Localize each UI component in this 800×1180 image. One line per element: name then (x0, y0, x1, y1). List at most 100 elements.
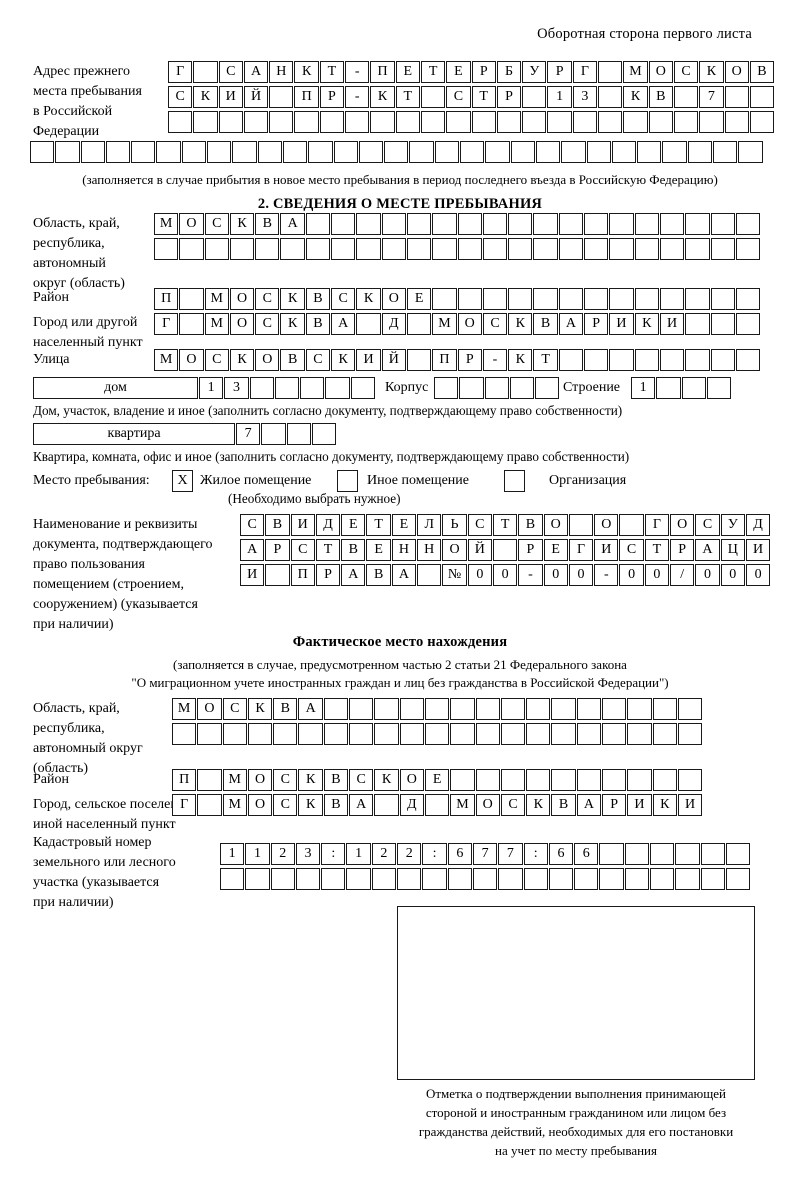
char-cell[interactable] (356, 313, 381, 335)
char-cell[interactable] (179, 288, 204, 310)
char-cell[interactable] (222, 723, 247, 745)
char-cell[interactable] (247, 723, 273, 745)
char-cell[interactable] (652, 723, 677, 745)
char-cell[interactable] (624, 868, 650, 890)
char-cell[interactable]: Е (543, 539, 568, 561)
char-cell[interactable]: И (240, 564, 265, 586)
char-cell[interactable] (500, 769, 526, 791)
char-cell[interactable] (179, 238, 204, 260)
char-cell[interactable] (509, 377, 535, 399)
char-cell[interactable] (627, 698, 652, 720)
char-cell[interactable] (535, 377, 560, 399)
char-cell[interactable] (523, 868, 548, 890)
char-cell[interactable]: Г (154, 313, 179, 335)
char-cell[interactable] (294, 111, 319, 133)
char-cell[interactable] (685, 238, 710, 260)
char-cell[interactable] (286, 423, 311, 445)
char-cell[interactable] (395, 111, 420, 133)
char-cell[interactable]: А (341, 564, 366, 586)
char-cell[interactable] (526, 723, 551, 745)
char-cell[interactable] (406, 313, 432, 335)
char-cell[interactable]: О (179, 213, 204, 235)
char-cell[interactable]: И (290, 514, 315, 536)
char-cell[interactable] (420, 86, 446, 108)
char-cell[interactable]: 6 (574, 843, 599, 865)
char-cell[interactable] (432, 213, 457, 235)
char-cell[interactable]: А (280, 213, 305, 235)
char-cell[interactable] (710, 213, 735, 235)
char-cell[interactable] (280, 238, 305, 260)
char-cell[interactable]: 0 (644, 564, 670, 586)
char-cell[interactable] (659, 238, 685, 260)
char-cell[interactable] (558, 288, 584, 310)
char-cell[interactable] (273, 723, 298, 745)
char-cell[interactable] (321, 868, 346, 890)
char-cell[interactable] (485, 141, 510, 163)
checkbox-zhiloe[interactable]: X (172, 470, 193, 492)
char-cell[interactable] (725, 868, 751, 890)
char-cell[interactable] (447, 868, 472, 890)
char-cell[interactable]: Т (319, 61, 345, 83)
char-cell[interactable]: В (323, 769, 349, 791)
char-cell[interactable]: 2 (397, 843, 422, 865)
char-cell[interactable]: Г (644, 514, 670, 536)
char-cell[interactable]: Р (319, 86, 345, 108)
char-cell[interactable]: Р (518, 539, 543, 561)
char-cell[interactable]: С (290, 539, 315, 561)
char-cell[interactable] (547, 111, 572, 133)
char-cell[interactable]: 0 (568, 564, 594, 586)
char-cell[interactable] (346, 868, 371, 890)
char-cell[interactable] (305, 238, 331, 260)
char-cell[interactable] (699, 111, 724, 133)
char-cell[interactable] (356, 213, 381, 235)
char-cell[interactable] (450, 769, 475, 791)
char-cell[interactable] (568, 514, 594, 536)
char-cell[interactable]: 1 (199, 377, 224, 399)
char-cell[interactable]: В (749, 61, 775, 83)
char-cell[interactable]: 1 (631, 377, 656, 399)
char-cell[interactable]: - (518, 564, 543, 586)
char-cell[interactable]: С (500, 794, 526, 816)
char-cell[interactable]: А (240, 539, 265, 561)
char-cell[interactable] (457, 213, 482, 235)
char-cell[interactable] (249, 377, 274, 399)
char-cell[interactable] (323, 698, 349, 720)
char-cell[interactable]: 0 (543, 564, 568, 586)
char-cell[interactable]: К (229, 349, 255, 371)
char-cell[interactable] (374, 794, 399, 816)
char-cell[interactable] (648, 111, 673, 133)
char-cell[interactable] (700, 868, 725, 890)
char-cell[interactable] (598, 111, 623, 133)
char-cell[interactable] (710, 238, 735, 260)
char-cell[interactable] (295, 868, 321, 890)
char-cell[interactable] (576, 769, 602, 791)
char-cell[interactable]: К (294, 61, 319, 83)
char-cell[interactable] (434, 377, 459, 399)
char-cell[interactable]: И (218, 86, 243, 108)
char-cell[interactable]: 1 (220, 843, 245, 865)
char-cell[interactable]: В (341, 539, 366, 561)
char-cell[interactable] (652, 769, 677, 791)
char-cell[interactable] (475, 769, 500, 791)
char-cell[interactable]: П (294, 86, 319, 108)
char-cell[interactable]: О (197, 698, 222, 720)
char-cell[interactable]: И (627, 794, 652, 816)
char-cell[interactable] (349, 698, 374, 720)
char-cell[interactable] (637, 141, 662, 163)
char-cell[interactable]: Р (315, 564, 341, 586)
char-cell[interactable]: 6 (548, 843, 574, 865)
char-cell[interactable] (533, 238, 558, 260)
char-cell[interactable]: 6 (447, 843, 472, 865)
char-cell[interactable]: А (243, 61, 269, 83)
char-cell[interactable] (510, 141, 535, 163)
char-cell[interactable]: К (229, 213, 255, 235)
char-cell[interactable] (300, 377, 325, 399)
char-cell[interactable] (197, 794, 222, 816)
char-cell[interactable]: И (594, 539, 619, 561)
char-cell[interactable] (706, 377, 732, 399)
char-cell[interactable]: В (533, 313, 558, 335)
char-cell[interactable] (611, 141, 637, 163)
char-cell[interactable]: К (331, 349, 356, 371)
char-cell[interactable] (193, 61, 218, 83)
